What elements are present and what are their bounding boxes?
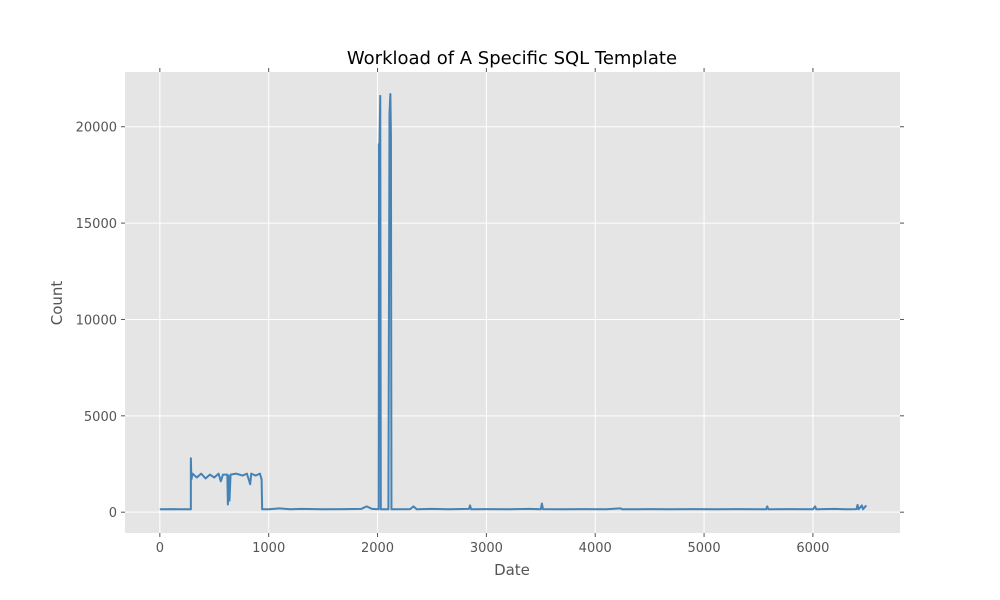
x-tick-label: 3000 <box>470 541 503 556</box>
x-tick-label: 5000 <box>688 541 721 556</box>
y-tick-label: 5000 <box>84 410 117 425</box>
y-tick-label: 15000 <box>76 217 117 232</box>
plot-area <box>125 72 900 533</box>
x-axis-label: Date <box>494 561 530 579</box>
x-tick-label: 0 <box>156 541 164 556</box>
series-line <box>159 92 868 511</box>
y-tick-label: 20000 <box>76 121 117 136</box>
x-tick-label: 1000 <box>252 541 285 556</box>
axis-ticks: 0 1000 2000 3000 4000 5000 6000 0 5000 10000 15000… <box>76 68 904 556</box>
x-tick-label: 6000 <box>796 541 829 556</box>
series-layer <box>159 92 868 511</box>
grid <box>125 72 900 533</box>
y-tick-label: 0 <box>109 506 117 521</box>
x-tick-label: 4000 <box>579 541 612 556</box>
y-axis-label: Count <box>48 281 66 326</box>
chart-title: Workload of A Specific SQL Template <box>347 48 677 69</box>
y-tick-label: 10000 <box>76 313 117 328</box>
x-tick-label: 2000 <box>361 541 394 556</box>
